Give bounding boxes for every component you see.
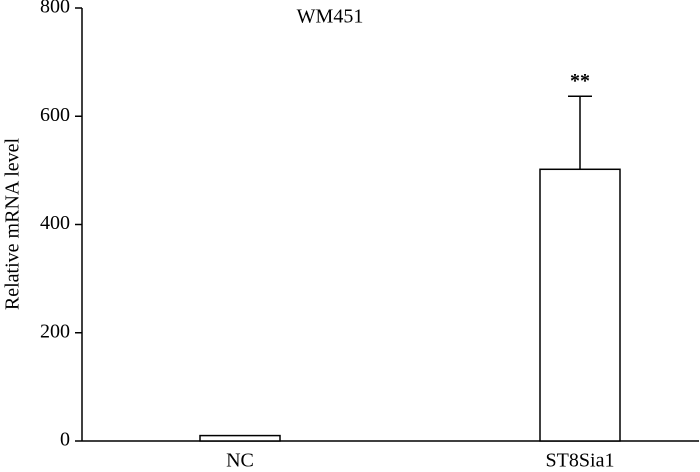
chart-title: WM451 [297, 6, 364, 28]
y-tick-label: 200 [40, 320, 70, 342]
significance-label: ** [570, 70, 590, 92]
y-tick-label: 400 [40, 212, 70, 234]
bar [199, 434, 281, 442]
x-tick-label: ST8Sia1 [546, 450, 615, 472]
y-tick-label: 0 [60, 429, 70, 451]
x-tick-label: NC [226, 450, 254, 472]
bar [539, 168, 621, 442]
y-axis-label: Relative mRNA level [2, 137, 24, 310]
y-tick-label: 600 [40, 104, 70, 126]
y-tick-label: 800 [40, 0, 70, 18]
